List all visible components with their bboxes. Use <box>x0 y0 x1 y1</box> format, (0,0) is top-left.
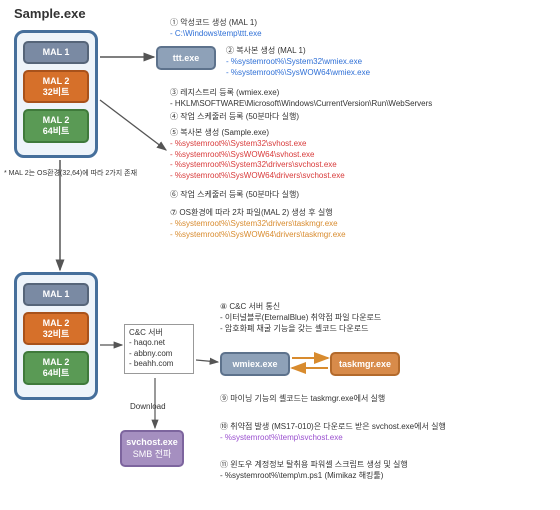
sample-bottom-container: MAL 1 MAL 2 32비트 MAL 2 64비트 <box>14 272 98 400</box>
module-label: MAL 2 <box>43 76 70 86</box>
step-head: ⑩ 취약점 발생 (MS17-010)은 다운로드 받은 svchost.exe… <box>220 422 446 433</box>
step-head: ⑥ 작업 스케줄러 등록 (50분마다 실행) <box>170 190 299 201</box>
step-line: - %systemroot%\System32\svhost.exe <box>170 139 345 150</box>
module-mal1-bottom: MAL 1 <box>23 283 89 306</box>
module-mal2-32-top: MAL 2 32비트 <box>23 70 89 104</box>
cc-item: - abbny.com <box>129 349 189 359</box>
step-line: - %systemroot%\SysWOW64\wmiex.exe <box>226 68 370 79</box>
module-sublabel: 32비트 <box>43 329 70 339</box>
diagram-title: Sample.exe <box>14 6 86 21</box>
step-head: ④ 작업 스케줄러 등록 (50분마다 실행) <box>170 112 299 123</box>
footnote: * MAL 2는 OS환경(32,64)에 따라 2가지 존재 <box>4 168 137 178</box>
step-head: ① 악성코드 생성 (MAL 1) <box>170 18 262 29</box>
taskmgr-box: taskmgr.exe <box>330 352 400 376</box>
module-mal1-top: MAL 1 <box>23 41 89 64</box>
wmiex-label: wmiex.exe <box>232 359 277 369</box>
step-line: - %systemroot%\SysWOW64\drivers\taskmgr.… <box>170 230 346 241</box>
step-8: ⑧ C&C 서버 통신- 이터널블루(EternalBlue) 취약점 파일 다… <box>220 302 381 334</box>
module-sublabel: 64비트 <box>43 368 70 378</box>
svchost-box: svchost.exe SMB 전파 <box>120 430 184 467</box>
cc-item: - haqo.net <box>129 338 189 348</box>
step-line: - 암호화폐 채굴 기능을 갖는 셸코드 다운로드 <box>220 324 381 335</box>
step-1: ① 악성코드 생성 (MAL 1)- C:\Windows\temp\ttt.e… <box>170 18 262 40</box>
step-line: - %systemroot%\System32\wmiex.exe <box>226 57 370 68</box>
cc-server-box: C&C 서버 - haqo.net - abbny.com - beahh.co… <box>124 324 194 374</box>
step-line: - C:\Windows\temp\ttt.exe <box>170 29 262 40</box>
svchost-label-l2: SMB 전파 <box>133 449 172 459</box>
step-line: - %systemroot%\SysWOW64\svhost.exe <box>170 150 345 161</box>
module-label: MAL 2 <box>43 318 70 328</box>
step-6: ⑥ 작업 스케줄러 등록 (50분마다 실행) <box>170 190 299 201</box>
step-line: - %systemroot%\System32\drivers\taskmgr.… <box>170 219 346 230</box>
step-5: ⑤ 복사본 생성 (Sample.exe)- %systemroot%\Syst… <box>170 128 345 182</box>
step-line: - %systemroot%\temp\svchost.exe <box>220 433 446 444</box>
module-sublabel: 32비트 <box>43 87 70 97</box>
step-11: ⑪ 윈도우 계정정보 탈취용 파워셸 스크립트 생성 및 실행- %system… <box>220 460 408 482</box>
step-10: ⑩ 취약점 발생 (MS17-010)은 다운로드 받은 svchost.exe… <box>220 422 446 444</box>
step-line: - 이터널블루(EternalBlue) 취약점 파일 다운로드 <box>220 313 381 324</box>
ttt-box: ttt.exe <box>156 46 216 70</box>
module-label: MAL 1 <box>43 47 70 57</box>
sample-top-container: MAL 1 MAL 2 32비트 MAL 2 64비트 <box>14 30 98 158</box>
step-line: - %systemroot%\System32\drivers\svchost.… <box>170 160 345 171</box>
wmiex-box: wmiex.exe <box>220 352 290 376</box>
module-mal2-64-top: MAL 2 64비트 <box>23 109 89 143</box>
module-label: MAL 1 <box>43 289 70 299</box>
step-line: - %systemroot%\SysWOW64\drivers\svchost.… <box>170 171 345 182</box>
step-head: ⑦ OS환경에 따라 2차 파일(MAL 2) 생성 후 실행 <box>170 208 346 219</box>
step-head: ⑧ C&C 서버 통신 <box>220 302 381 313</box>
module-label: MAL 2 <box>43 357 70 367</box>
step-7: ⑦ OS환경에 따라 2차 파일(MAL 2) 생성 후 실행- %system… <box>170 208 346 240</box>
step-2: ② 복사본 생성 (MAL 1)- %systemroot%\System32\… <box>226 46 370 78</box>
step-line: - %systemroot%\temp\m.ps1 (Mimikaz 해킹툴) <box>220 471 408 482</box>
step-head: ② 복사본 생성 (MAL 1) <box>226 46 370 57</box>
module-sublabel: 64비트 <box>43 126 70 136</box>
cc-title: C&C 서버 <box>129 328 189 338</box>
ttt-label: ttt.exe <box>173 53 200 63</box>
step-3: ③ 레지스트리 등록 (wmiex.exe)- HKLM\SOFTWARE\Mi… <box>170 88 432 110</box>
download-label: Download <box>130 402 166 411</box>
module-mal2-64-bottom: MAL 2 64비트 <box>23 351 89 385</box>
step-line: - HKLM\SOFTWARE\Microsoft\Windows\Curren… <box>170 99 432 110</box>
step-head: ⑪ 윈도우 계정정보 탈취용 파워셸 스크립트 생성 및 실행 <box>220 460 408 471</box>
module-mal2-32-bottom: MAL 2 32비트 <box>23 312 89 346</box>
step-4: ④ 작업 스케줄러 등록 (50분마다 실행) <box>170 112 299 123</box>
step-9: ⑨ 마이닝 기능의 셸코드는 taskmgr.exe에서 실행 <box>220 394 385 405</box>
taskmgr-label: taskmgr.exe <box>339 359 391 369</box>
svchost-label-l1: svchost.exe <box>126 437 178 447</box>
step-head: ⑨ 마이닝 기능의 셸코드는 taskmgr.exe에서 실행 <box>220 394 385 405</box>
cc-item: - beahh.com <box>129 359 189 369</box>
module-label: MAL 2 <box>43 115 70 125</box>
step-head: ③ 레지스트리 등록 (wmiex.exe) <box>170 88 432 99</box>
step-head: ⑤ 복사본 생성 (Sample.exe) <box>170 128 345 139</box>
